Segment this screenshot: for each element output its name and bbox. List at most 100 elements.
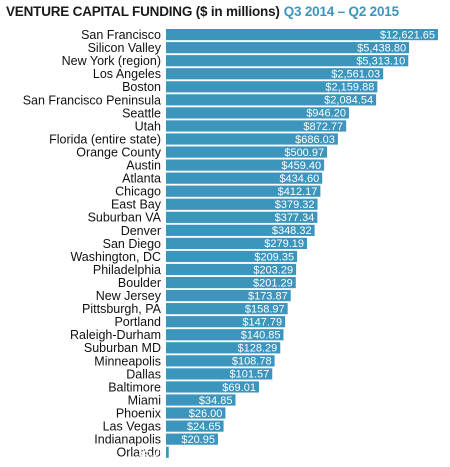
value-label: $412.17	[278, 186, 318, 198]
value-label: $201.29	[253, 277, 293, 289]
bar	[166, 159, 325, 171]
bar	[166, 68, 384, 80]
bar	[166, 211, 318, 223]
value-label: $872.77	[303, 121, 343, 133]
value-label: $5.00	[138, 447, 166, 459]
category-label: Portland	[114, 315, 161, 329]
bar-row: New York (region) $5,313.10	[62, 54, 409, 68]
bar-row: San Francisco $12,621.65	[81, 28, 438, 42]
bar-row: Las Vegas $24.65	[103, 420, 224, 434]
bar	[166, 81, 378, 93]
bar-row: Chicago $412.17	[115, 185, 321, 199]
bar	[166, 433, 218, 445]
bar	[166, 237, 308, 249]
value-label: $34.85	[199, 395, 233, 407]
category-label: Suburban VA	[88, 211, 162, 225]
value-label: $26.00	[189, 408, 223, 420]
category-label: Raleigh-Durham	[70, 328, 161, 342]
category-label: Miami	[128, 393, 161, 407]
bar-row: Boston $2,159.88	[122, 80, 378, 94]
bar	[166, 172, 323, 184]
category-label: San Diego	[103, 237, 161, 251]
category-label: San Francisco Peninsula	[23, 93, 161, 107]
bar-row: Utah $872.77	[135, 119, 347, 133]
bar-row: San Francisco Peninsula $2,084.54	[23, 93, 377, 107]
bar	[166, 146, 328, 158]
bar-row: Pittsburgh, PA $158.97	[82, 302, 288, 316]
bar	[166, 120, 347, 132]
bar-row: Austin $459.40	[126, 159, 325, 173]
value-label: $5,438.80	[357, 42, 406, 54]
category-label: New Jersey	[96, 289, 162, 303]
value-label: $279.19	[264, 238, 304, 250]
bar	[166, 316, 286, 328]
value-label: $377.34	[275, 212, 315, 224]
bar	[166, 198, 318, 210]
value-label: $147.79	[242, 317, 282, 329]
value-label: $20.95	[181, 434, 215, 446]
category-label: Suburban MD	[84, 341, 161, 355]
value-label: $69.01	[222, 382, 256, 394]
bar-row: Orlando$5.00	[117, 446, 169, 460]
category-label: Boston	[122, 80, 161, 94]
value-label: $140.85	[241, 330, 281, 342]
bar	[166, 381, 259, 393]
bar	[166, 303, 288, 315]
value-label: $2,159.88	[325, 82, 374, 94]
category-label: Philadelphia	[93, 263, 161, 277]
category-label: Denver	[121, 224, 161, 238]
bar-row: Florida (entire state) $686.03	[49, 132, 338, 146]
bar-row: Seattle $946.20	[122, 106, 349, 120]
category-label: Chicago	[115, 185, 161, 199]
bar-row: Raleigh-Durham $140.85	[70, 328, 284, 342]
bar	[166, 42, 410, 54]
category-label: Atlanta	[122, 172, 161, 186]
bar	[166, 250, 298, 263]
value-label: $686.03	[295, 134, 335, 146]
category-label: Dallas	[126, 367, 161, 381]
value-label: $5,313.10	[356, 56, 405, 68]
category-label: Indianapolis	[94, 433, 161, 447]
value-label: $158.97	[245, 303, 285, 315]
value-label: $379.32	[275, 199, 315, 211]
value-label: $500.97	[284, 147, 324, 159]
value-label: $459.40	[281, 160, 321, 172]
category-label: Phoenix	[116, 406, 162, 420]
value-label: $128.29	[238, 343, 278, 355]
value-label: $348.32	[272, 225, 312, 237]
bar	[166, 29, 438, 41]
bar-row: Portland $147.79	[114, 315, 286, 329]
category-label: Los Angeles	[93, 67, 161, 81]
bar	[166, 368, 273, 380]
value-label: $434.60	[279, 173, 319, 185]
bar-row: Boulder $201.29	[118, 276, 296, 290]
bar-row: Minneapolis $108.78	[94, 354, 275, 368]
bar-row: Washington, DC $209.35	[70, 250, 298, 264]
bar	[166, 446, 169, 458]
bar-row: Atlanta $434.60	[122, 172, 323, 186]
bar	[166, 276, 296, 289]
category-label: Utah	[135, 119, 161, 133]
category-label: Austin	[126, 159, 161, 173]
bar-row: New Jersey $173.87	[96, 289, 291, 303]
bar	[166, 133, 338, 145]
bar-row: Baltimore $69.01	[108, 380, 259, 394]
chart-title-main: VENTURE CAPITAL FUNDING ($ in millions)	[6, 4, 280, 19]
category-label: Washington, DC	[70, 250, 161, 264]
bar-row: Orange County $500.97	[76, 145, 328, 159]
category-label: Baltimore	[108, 380, 161, 394]
category-label: Minneapolis	[94, 354, 161, 368]
bar-row: East Bay $379.32	[111, 198, 318, 212]
category-label: Silicon Valley	[88, 41, 162, 55]
bar-row: Phoenix $26.00	[116, 406, 226, 420]
value-label: $108.78	[232, 356, 272, 368]
bar	[166, 394, 236, 406]
category-label: Florida (entire state)	[49, 132, 161, 146]
bar-row: Silicon Valley $5,438.80	[88, 41, 410, 55]
category-label: San Francisco	[81, 28, 161, 42]
value-label: $209.35	[254, 251, 294, 263]
bar	[166, 94, 377, 106]
value-label: $173.87	[248, 290, 288, 302]
value-label: $2,084.54	[324, 95, 373, 107]
